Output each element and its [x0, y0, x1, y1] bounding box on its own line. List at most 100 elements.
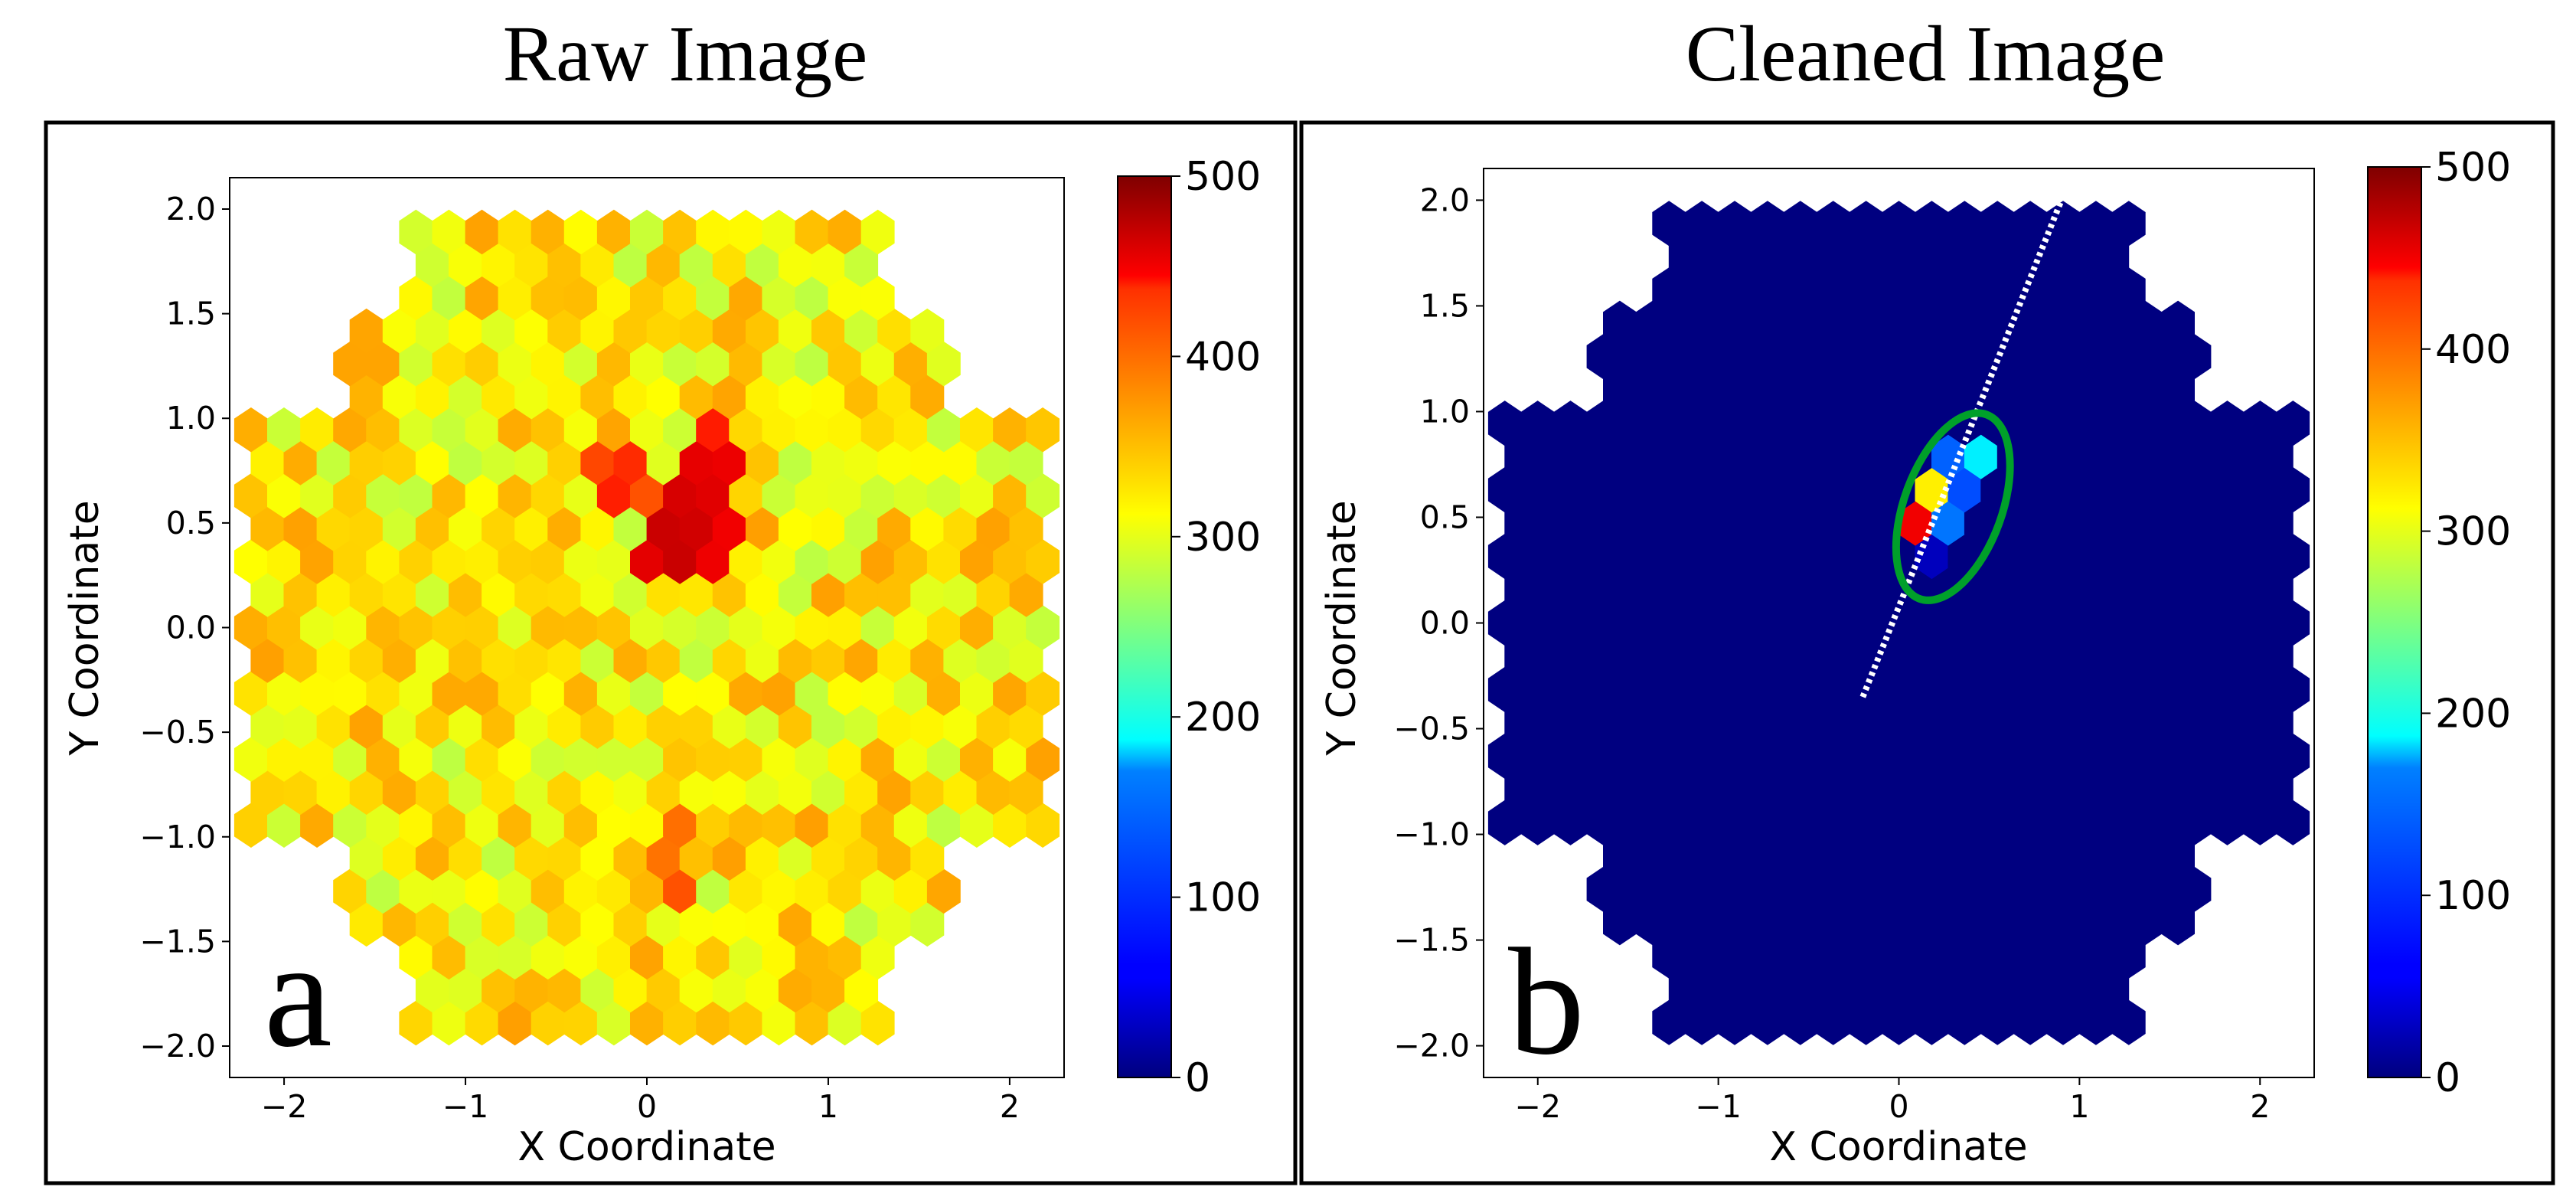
camera-pixel	[729, 671, 763, 716]
camera-pixel	[1783, 933, 1817, 979]
camera-pixel	[2079, 467, 2113, 513]
camera-pixel	[910, 704, 945, 749]
camera-pixel	[1603, 300, 1637, 346]
camera-pixel	[349, 506, 384, 551]
camera-pixel	[1685, 666, 1719, 712]
camera-pixel	[1800, 500, 1834, 546]
camera-pixel	[926, 737, 961, 782]
camera-pixel	[1619, 733, 1654, 779]
camera-pixel	[1751, 999, 1784, 1045]
camera-pixel	[828, 473, 862, 518]
camera-pixel	[531, 605, 565, 650]
camera-pixel	[926, 803, 961, 848]
camera-pixel	[2029, 833, 2064, 879]
x-tick-label: 1	[2069, 1088, 2089, 1125]
camera-pixel	[432, 341, 466, 387]
camera-pixel	[2111, 600, 2146, 646]
y-tick-label: 0.5	[166, 505, 216, 541]
camera-pixel	[696, 539, 730, 584]
camera-pixel	[349, 835, 384, 881]
camera-pixel	[1570, 567, 1604, 613]
camera-pixel	[1537, 633, 1571, 679]
camera-pixel	[1668, 567, 1703, 613]
camera-pixel	[729, 1000, 763, 1046]
camera-pixel	[1899, 234, 1932, 280]
camera-pixel	[630, 934, 664, 980]
camera-pixel	[2062, 966, 2097, 1012]
camera-pixel	[2276, 467, 2310, 513]
camera-pixel	[976, 506, 1010, 551]
camera-pixel	[1833, 300, 1866, 346]
camera-pixel	[844, 901, 879, 947]
camera-pixel	[646, 308, 681, 354]
camera-pixel	[1652, 733, 1686, 779]
camera-pixel	[893, 868, 928, 914]
camera-pixel	[2013, 866, 2047, 912]
camera-pixel	[2128, 500, 2163, 546]
camera-pixel	[2128, 567, 2163, 613]
camera-pixel	[399, 275, 433, 321]
camera-pixel	[729, 605, 763, 650]
camera-pixel	[250, 506, 285, 551]
camera-pixel	[1504, 633, 1539, 679]
camera-pixel	[811, 242, 845, 288]
camera-pixel	[415, 572, 449, 617]
camera-pixel	[762, 868, 796, 914]
camera-pixel	[712, 835, 746, 881]
camera-pixel	[596, 407, 631, 453]
camera-pixel	[1734, 767, 1768, 813]
camera-pixel	[1849, 534, 1883, 580]
camera-pixel	[1996, 700, 2031, 746]
camera-pixel	[580, 374, 615, 420]
camera-pixel	[1899, 300, 1932, 346]
camera-pixel	[630, 737, 664, 782]
colorbar-tick-label: 400	[1185, 334, 1261, 380]
camera-pixel	[795, 1000, 829, 1046]
camera-pixel	[696, 934, 730, 980]
camera-pixel	[960, 737, 994, 782]
camera-pixel	[926, 407, 961, 453]
camera-pixel	[449, 440, 482, 486]
camera-pixel	[1603, 433, 1637, 479]
camera-pixel	[1816, 799, 1850, 845]
camera-pixel	[1652, 267, 1686, 313]
camera-pixel	[1800, 633, 1834, 679]
camera-pixel	[2029, 300, 2064, 346]
camera-pixel	[2276, 666, 2310, 712]
camera-pixel	[1685, 799, 1719, 845]
camera-pixel	[1734, 833, 1768, 879]
camera-pixel	[2227, 500, 2261, 546]
camera-pixel	[1849, 467, 1883, 513]
camera-pixel	[399, 605, 433, 650]
camera-pixel	[1915, 999, 1949, 1045]
camera-pixel	[1668, 633, 1703, 679]
camera-pixel	[2013, 600, 2047, 646]
camera-pixel	[762, 275, 796, 321]
camera-pixel	[679, 440, 713, 486]
camera-pixel	[1701, 433, 1735, 479]
camera-pixel	[1866, 500, 1899, 546]
camera-pixel	[2062, 833, 2097, 879]
camera-pixel	[498, 275, 532, 321]
camera-pixel	[300, 539, 334, 584]
camera-pixel	[613, 242, 648, 288]
camera-pixel	[2029, 633, 2064, 679]
camera-pixel	[1520, 534, 1555, 580]
camera-pixel	[563, 275, 598, 321]
camera-pixel	[531, 671, 565, 716]
camera-pixel	[1931, 367, 1965, 413]
camera-pixel	[1783, 600, 1817, 646]
camera-pixel	[2177, 467, 2212, 513]
camera-pixel	[1849, 201, 1883, 247]
camera-pixel	[613, 506, 648, 551]
camera-pixel	[663, 341, 697, 387]
camera-pixel	[514, 242, 549, 288]
camera-pixel	[663, 275, 697, 321]
camera-pixel	[366, 803, 400, 848]
camera-pixel	[1866, 700, 1899, 746]
camera-pixel	[2079, 267, 2113, 313]
camera-pixel	[531, 407, 565, 453]
camera-pixel	[514, 638, 549, 683]
camera-pixel	[1026, 605, 1060, 650]
camera-pixel	[1026, 803, 1060, 848]
